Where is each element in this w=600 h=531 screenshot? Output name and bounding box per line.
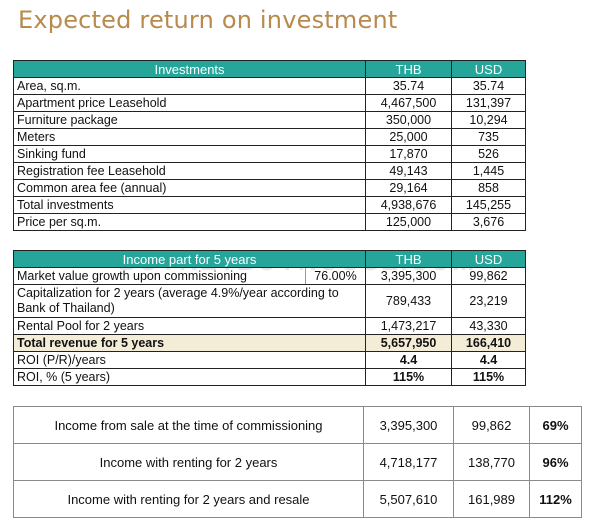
income-rental-thb: 1,473,217 [365, 317, 453, 335]
summary-table: Income from sale at the time of commissi… [13, 406, 582, 518]
income-roi-pct-usd: 115% [451, 368, 527, 386]
summary-cell-label: Income from sale at the time of commissi… [13, 406, 364, 444]
income-row-roi-years: ROI (P/R)/years 4.4 4.4 [12, 351, 527, 369]
income-row-market: Market value growth upon commissioning 7… [13, 267, 527, 285]
income-table: Income part for 5 years THB USD Market v… [12, 250, 527, 386]
investments-cell-label: Price per sq.m. [13, 213, 366, 231]
investments-header-row: Investments THB USD [13, 60, 526, 78]
income-roi-years-usd: 4.4 [451, 351, 527, 369]
investments-cell-thb: 4,467,500 [365, 94, 452, 112]
summary-cell-thb: 5,507,610 [363, 480, 454, 518]
income-capitalization-thb: 789,433 [365, 284, 453, 318]
summary-cell-pct: 96% [529, 443, 582, 481]
investments-row: Furniture package 350,000 10,294 [13, 111, 526, 129]
income-total-usd: 166,410 [451, 334, 527, 352]
income-rental-label: Rental Pool for 2 years [12, 317, 367, 335]
investments-cell-usd: 35.74 [451, 77, 526, 95]
investments-cell-label: Meters [13, 128, 366, 146]
summary-cell-usd: 138,770 [453, 443, 530, 481]
investments-cell-thb: 49,143 [365, 162, 452, 180]
income-market-pct: 76.00% [304, 267, 367, 285]
investments-row: Meters 25,000 735 [13, 128, 526, 146]
investments-cell-usd: 3,676 [451, 213, 526, 231]
investments-cell-thb: 4,938,676 [365, 196, 452, 214]
income-header-label: Income part for 5 years [12, 250, 367, 268]
income-rental-usd: 43,330 [451, 317, 527, 335]
income-capitalization-usd: 23,219 [451, 284, 527, 318]
income-row-roi-pct: ROI, % (5 years) 115% 115% [12, 368, 527, 386]
investments-cell-thb: 17,870 [365, 145, 452, 163]
investments-cell-usd: 526 [451, 145, 526, 163]
income-row-rental: Rental Pool for 2 years 1,473,217 43,330 [12, 317, 527, 335]
income-market-usd: 99,862 [451, 267, 527, 285]
investments-cell-usd: 858 [451, 179, 526, 197]
investments-header-label: Investments [13, 60, 366, 78]
summary-cell-thb: 3,395,300 [363, 406, 454, 444]
investments-cell-label: Furniture package [13, 111, 366, 129]
investments-cell-usd: 145,255 [451, 196, 526, 214]
investments-cell-thb: 35.74 [365, 77, 452, 95]
summary-row: Income from sale at the time of commissi… [13, 406, 582, 444]
income-market-label: Market value growth upon commissioning [13, 267, 306, 285]
investments-row: Total investments 4,938,676 145,255 [13, 196, 526, 214]
investments-row: Price per sq.m. 125,000 3,676 [13, 213, 526, 231]
investments-body: Area, sq.m. 35.74 35.74 Apartment price Lea… [13, 77, 526, 231]
summary-row: Income with renting for 2 years 4,718,177… [13, 443, 582, 481]
investments-row: Common area fee (annual) 29,164 858 [13, 179, 526, 197]
income-header-row: Income part for 5 years THB USD [12, 250, 527, 268]
investments-header-thb: THB [365, 60, 452, 78]
income-row-capitalization: Capitalization for 2 years (average 4.9%… [12, 284, 527, 318]
summary-cell-pct: 69% [529, 406, 582, 444]
income-total-thb: 5,657,950 [365, 334, 453, 352]
investments-cell-thb: 29,164 [365, 179, 452, 197]
summary-cell-label: Income with renting for 2 years and resa… [13, 480, 364, 518]
investments-row: Sinking fund 17,870 526 [13, 145, 526, 163]
income-header-usd: USD [451, 250, 527, 268]
summary-cell-usd: 161,989 [453, 480, 530, 518]
investments-cell-label: Apartment price Leasehold [13, 94, 366, 112]
investments-row: Area, sq.m. 35.74 35.74 [13, 77, 526, 95]
income-row-total: Total revenue for 5 years 5,657,950 166,… [12, 334, 527, 352]
investments-cell-label: Area, sq.m. [13, 77, 366, 95]
summary-cell-thb: 4,718,177 [363, 443, 454, 481]
investments-cell-thb: 125,000 [365, 213, 452, 231]
income-capitalization-label: Capitalization for 2 years (average 4.9%… [12, 284, 367, 318]
investments-table: Investments THB USD Area, sq.m. 35.74 35.7… [13, 60, 526, 231]
investments-cell-thb: 350,000 [365, 111, 452, 129]
income-roi-pct-thb: 115% [365, 368, 453, 386]
income-total-label: Total revenue for 5 years [12, 334, 367, 352]
investments-cell-label: Common area fee (annual) [13, 179, 366, 197]
income-roi-years-label: ROI (P/R)/years [12, 351, 367, 369]
income-roi-years-thb: 4.4 [365, 351, 453, 369]
investments-row: Registration fee Leasehold 49,143 1,445 [13, 162, 526, 180]
summary-cell-label: Income with renting for 2 years [13, 443, 364, 481]
investments-cell-usd: 10,294 [451, 111, 526, 129]
investments-cell-usd: 1,445 [451, 162, 526, 180]
investments-row: Apartment price Leasehold 4,467,500 131,39… [13, 94, 526, 112]
summary-cell-usd: 99,862 [453, 406, 530, 444]
summary-row: Income with renting for 2 years and resa… [13, 480, 582, 518]
income-market-thb: 3,395,300 [365, 267, 453, 285]
page-title: Expected return on investment [18, 6, 398, 34]
summary-cell-pct: 112% [529, 480, 582, 518]
income-roi-pct-label: ROI, % (5 years) [12, 368, 367, 386]
investments-cell-thb: 25,000 [365, 128, 452, 146]
investments-cell-usd: 131,397 [451, 94, 526, 112]
investments-cell-label: Total investments [13, 196, 366, 214]
investments-cell-label: Sinking fund [13, 145, 366, 163]
investments-cell-label: Registration fee Leasehold [13, 162, 366, 180]
investments-header-usd: USD [451, 60, 526, 78]
investments-cell-usd: 735 [451, 128, 526, 146]
income-header-thb: THB [365, 250, 453, 268]
summary-body: Income from sale at the time of commissi… [13, 406, 582, 518]
